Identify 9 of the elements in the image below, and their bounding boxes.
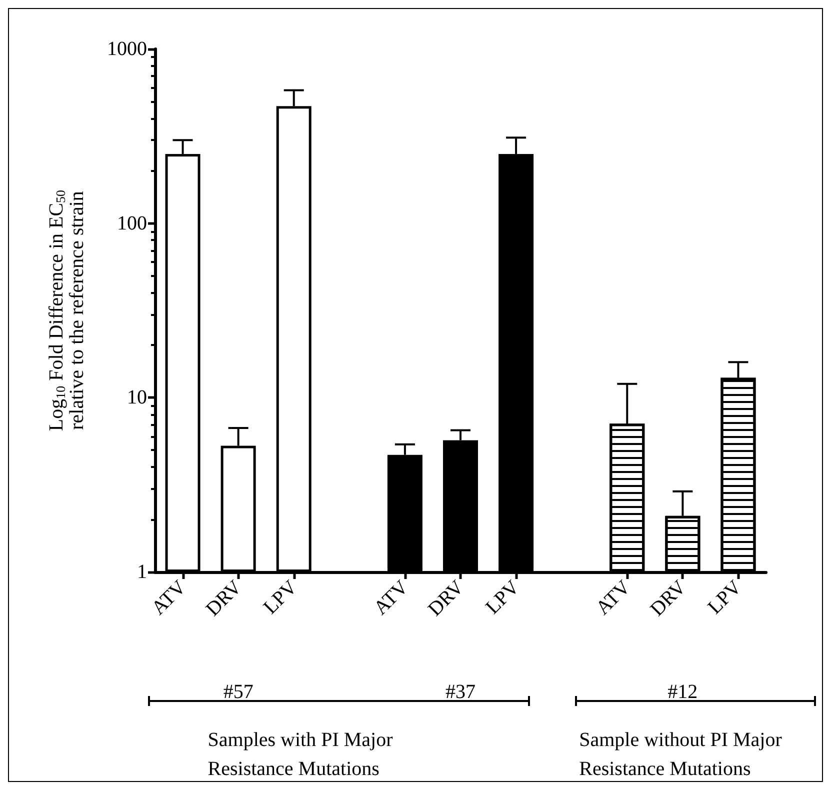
y-tick-label: 1	[137, 561, 147, 583]
text: #57	[222, 681, 254, 704]
y-tick-label: 10	[127, 386, 147, 409]
text: #37	[444, 681, 476, 704]
text: Samples with PI Major Resistance Mutations	[208, 728, 393, 782]
y-tick-label: 1000	[107, 38, 147, 60]
text: Sample without PI Major Resistance Mutations	[579, 728, 782, 782]
y-tick-label: 100	[117, 212, 147, 234]
text: #12	[666, 681, 699, 704]
